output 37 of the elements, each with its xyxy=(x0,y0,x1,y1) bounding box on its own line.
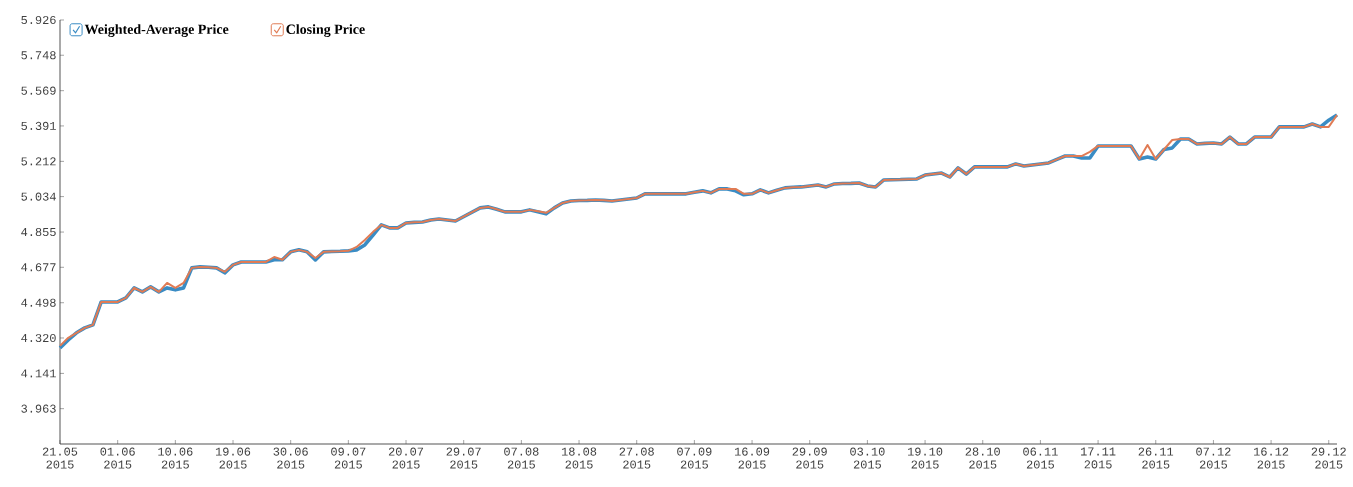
x-tick-label: 10.06 2015 xyxy=(158,447,193,469)
x-tick-label: 18.08 2015 xyxy=(561,447,597,469)
x-tick-label: 07.09 2015 xyxy=(677,447,712,469)
y-tick-label: 5.034 xyxy=(21,192,56,201)
x-tick-label: 07.08 2015 xyxy=(504,447,539,469)
y-tick-label: 3.963 xyxy=(21,404,56,413)
y-tick-label: 5.926 xyxy=(21,15,56,25)
x-tick-label: 27.08 2015 xyxy=(619,447,654,469)
y-tick-label: 4.320 xyxy=(21,333,56,343)
y-tick-label: 4.498 xyxy=(21,298,56,307)
x-tick-label: 29.07 2015 xyxy=(446,447,481,469)
x-tick-label: 16.09 2015 xyxy=(734,447,770,469)
x-tick-label: 26.11 2015 xyxy=(1138,447,1174,469)
x-tick-label: 09.07 2015 xyxy=(331,447,366,469)
x-tick-label: 29.12 2015 xyxy=(1311,447,1346,469)
x-tick-label: 17.11 2015 xyxy=(1081,447,1116,469)
x-tick-label: 20.07 2015 xyxy=(388,447,424,469)
x-tick-label: 19.06 2015 xyxy=(215,447,251,469)
x-tick-label: 16.12 2015 xyxy=(1254,447,1289,469)
y-tick-label: 5.748 xyxy=(21,51,56,60)
x-tick-label: 21.05 2015 xyxy=(42,447,78,469)
y-tick-label: 5.391 xyxy=(21,121,56,130)
y-tick-label: 4.677 xyxy=(21,263,56,272)
legend-label: Closing Price xyxy=(286,24,365,37)
y-tick-label: 4.855 xyxy=(21,227,56,237)
y-tick-label: 4.141 xyxy=(21,369,56,378)
y-tick-label: 5.212 xyxy=(21,157,56,166)
x-tick-label: 19.10 2015 xyxy=(907,447,943,469)
x-tick-label: 07.12 2015 xyxy=(1196,447,1231,469)
legend-label: Weighted-Average Price xyxy=(84,24,229,37)
x-tick-label: 28.10 2015 xyxy=(965,447,1000,469)
y-tick-label: 5.569 xyxy=(21,86,56,95)
x-tick-label: 29.09 2015 xyxy=(792,447,827,469)
x-tick-label: 30.06 2015 xyxy=(273,447,308,469)
x-tick-label: 03.10 2015 xyxy=(850,447,885,469)
x-tick-label: 01.06 2015 xyxy=(100,447,135,469)
x-tick-label: 06.11 2015 xyxy=(1023,447,1058,469)
